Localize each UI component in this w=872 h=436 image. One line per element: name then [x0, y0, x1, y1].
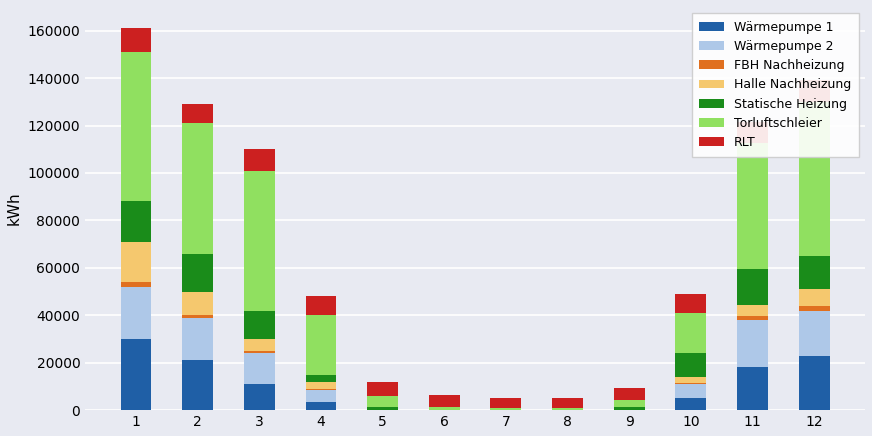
Bar — [552, 408, 583, 410]
Bar — [120, 52, 152, 201]
Bar — [676, 294, 706, 313]
Bar — [799, 81, 829, 102]
Bar — [799, 306, 829, 310]
Bar — [490, 408, 521, 410]
Bar — [182, 292, 213, 315]
Bar — [676, 384, 706, 399]
Bar — [305, 390, 337, 402]
Bar — [676, 399, 706, 410]
Bar — [552, 399, 583, 408]
Bar — [120, 282, 152, 287]
Bar — [799, 256, 829, 289]
Bar — [305, 315, 337, 375]
Bar — [182, 123, 213, 254]
Legend: Wärmepumpe 1, Wärmepumpe 2, FBH Nachheizung, Halle Nachheizung, Statische Heizun: Wärmepumpe 1, Wärmepumpe 2, FBH Nachheiz… — [691, 13, 859, 157]
Bar — [367, 382, 398, 396]
Bar — [120, 28, 152, 52]
Bar — [367, 396, 398, 407]
Bar — [120, 287, 152, 339]
Bar — [367, 407, 398, 410]
Bar — [429, 395, 460, 407]
Bar — [737, 305, 768, 317]
Bar — [676, 353, 706, 377]
Bar — [244, 384, 275, 410]
Bar — [244, 170, 275, 310]
Bar — [614, 388, 644, 399]
Bar — [737, 122, 768, 143]
Bar — [305, 382, 337, 389]
Bar — [799, 289, 829, 306]
Bar — [799, 102, 829, 256]
Bar — [614, 407, 644, 410]
Bar — [305, 402, 337, 410]
Bar — [244, 353, 275, 384]
Bar — [182, 104, 213, 123]
Bar — [676, 383, 706, 384]
Bar — [120, 201, 152, 242]
Bar — [305, 389, 337, 390]
Bar — [737, 143, 768, 269]
Bar — [305, 375, 337, 382]
Bar — [182, 361, 213, 410]
Bar — [737, 320, 768, 368]
Bar — [737, 317, 768, 320]
Bar — [737, 368, 768, 410]
Bar — [182, 318, 213, 361]
Bar — [244, 149, 275, 170]
Bar — [614, 399, 644, 407]
Bar — [244, 339, 275, 351]
Bar — [244, 351, 275, 353]
Y-axis label: kWh: kWh — [7, 192, 22, 225]
Bar — [120, 339, 152, 410]
Bar — [120, 242, 152, 282]
Bar — [244, 310, 275, 339]
Bar — [429, 407, 460, 410]
Bar — [799, 310, 829, 356]
Bar — [799, 356, 829, 410]
Bar — [737, 269, 768, 305]
Bar — [676, 313, 706, 353]
Bar — [182, 315, 213, 318]
Bar — [305, 296, 337, 315]
Bar — [490, 399, 521, 408]
Bar — [676, 377, 706, 383]
Bar — [182, 254, 213, 292]
